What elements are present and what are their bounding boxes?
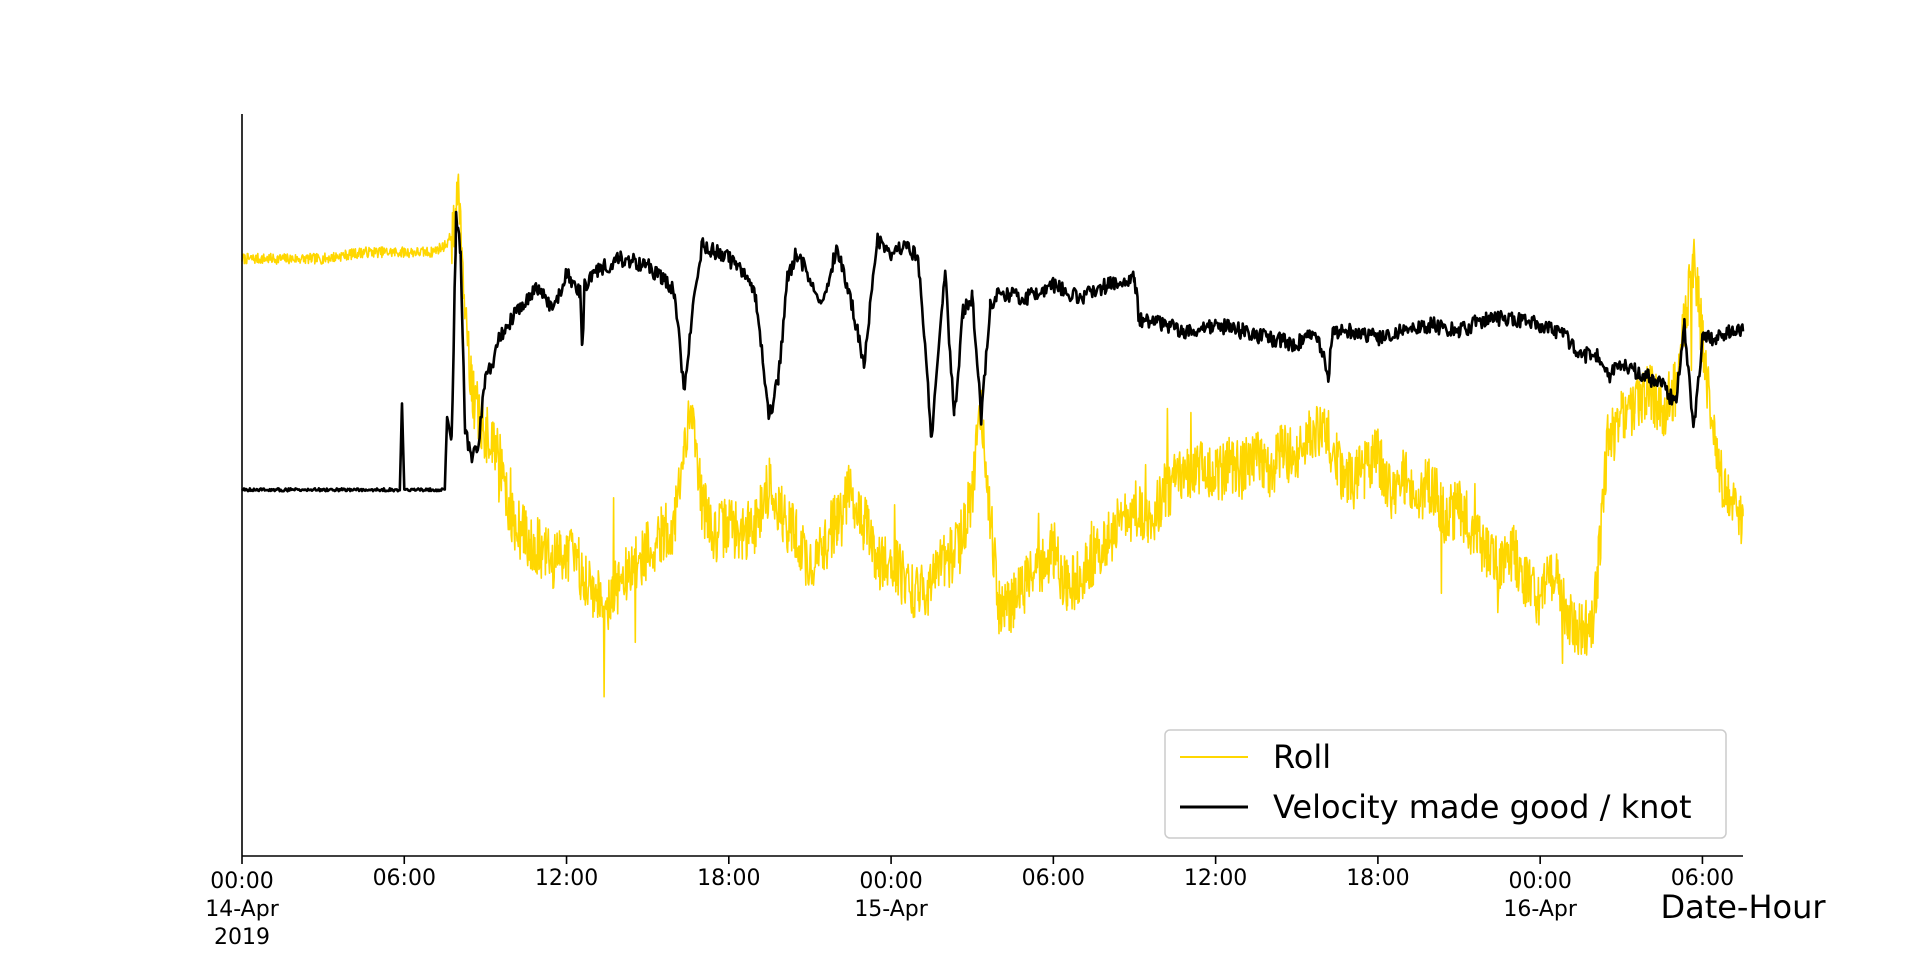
x-tick-label: 12:00 <box>535 866 598 891</box>
legend-label-velocity: Velocity made good / knot <box>1273 788 1692 826</box>
x-tick-label: 18:00 <box>697 866 760 891</box>
x-tick-label: 18:00 <box>1346 866 1409 891</box>
x-tick-label: 00:00 15-Apr <box>854 869 928 922</box>
x-tick-label: 12:00 <box>1184 866 1247 891</box>
series-line-roll <box>241 173 1744 698</box>
x-tick-label: 00:00 16-Apr <box>1503 869 1577 922</box>
x-axis-title: Date-Hour <box>1660 888 1826 926</box>
plot-area <box>241 173 1745 698</box>
x-tick-label: 06:00 <box>1022 866 1085 891</box>
legend: Roll Velocity made good / knot <box>1164 729 1727 839</box>
x-tick-label: 00:00 14-Apr 2019 <box>205 869 279 950</box>
x-ticks: 00:00 14-Apr 2019 06:00 12:00 18:00 00:00 15-Ap… <box>205 856 1734 950</box>
legend-label-roll: Roll <box>1273 738 1331 776</box>
x-tick-label: 06:00 <box>1671 866 1734 891</box>
series-line-velocity <box>241 210 1745 493</box>
legend-frame <box>1164 729 1727 839</box>
x-tick-label: 06:00 <box>373 866 436 891</box>
